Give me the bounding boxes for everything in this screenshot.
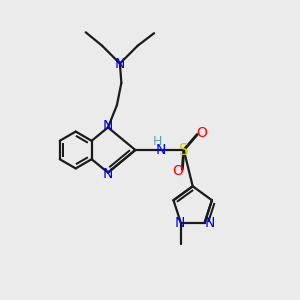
Text: H: H: [153, 135, 162, 148]
Text: N: N: [115, 56, 125, 70]
Text: O: O: [172, 164, 183, 178]
Text: O: O: [196, 126, 207, 140]
Text: N: N: [174, 216, 184, 230]
Text: N: N: [155, 143, 166, 157]
Text: S: S: [179, 142, 189, 158]
Text: N: N: [205, 216, 215, 230]
Text: N: N: [103, 119, 113, 133]
Text: N: N: [103, 167, 113, 181]
